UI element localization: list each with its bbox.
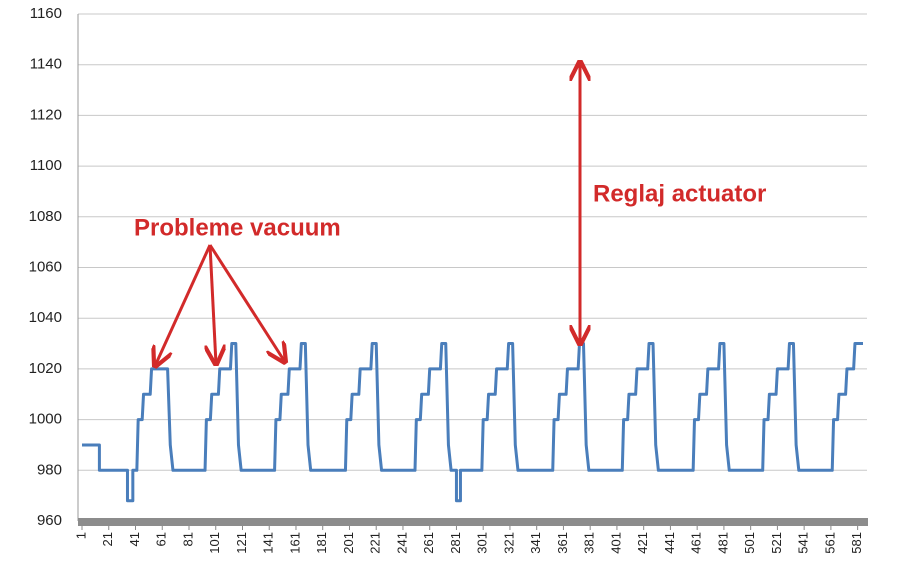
x-axis-band [78, 518, 868, 526]
x-tick-label: 501 [742, 532, 757, 554]
x-tick-label: 41 [127, 532, 142, 546]
x-tick-label: 101 [207, 532, 222, 554]
y-tick-label: 1120 [30, 106, 62, 123]
y-tick-label: 1020 [29, 360, 62, 377]
x-tick-label: 421 [635, 532, 650, 554]
x-tick-label: 141 [261, 532, 276, 554]
y-tick-label: 1080 [29, 208, 62, 225]
x-tick-label: 241 [394, 532, 409, 554]
y-tick-label: 1140 [30, 56, 62, 73]
x-tick-label: 441 [662, 532, 677, 554]
y-tick-label: 1100 [30, 157, 62, 174]
y-tick-label: 1000 [29, 411, 62, 428]
annotation: Reglaj actuator [593, 180, 766, 207]
x-tick-label: 541 [796, 532, 811, 554]
x-tick-label: 321 [501, 532, 516, 554]
x-tick-label: 301 [475, 532, 490, 554]
x-tick-label: 581 [849, 532, 864, 554]
x-tick-label: 481 [715, 532, 730, 554]
x-tick-label: 341 [528, 532, 543, 554]
x-tick-label: 261 [421, 532, 436, 554]
x-tick-label: 461 [689, 532, 704, 554]
x-tick-label: 1 [73, 532, 88, 539]
arrow [155, 244, 212, 366]
line-series [82, 342, 863, 503]
x-tick-label: 121 [234, 532, 249, 554]
y-tick-label: 1040 [29, 309, 62, 326]
y-tick-label: 960 [37, 512, 62, 529]
x-tick-label: 161 [287, 532, 302, 554]
x-tick-label: 361 [555, 532, 570, 554]
x-tick-label: 401 [608, 532, 623, 554]
x-tick-label: 21 [100, 532, 115, 546]
x-tick-label: 521 [769, 532, 784, 554]
annotation: Probleme vacuum [134, 214, 341, 241]
y-tick-label: 1160 [30, 5, 62, 22]
grid [78, 13, 867, 522]
x-tick-label: 281 [448, 532, 463, 554]
arrow [208, 244, 285, 362]
x-tick-label: 561 [822, 532, 837, 554]
arrow [210, 244, 216, 364]
x-tick-label: 381 [582, 532, 597, 554]
plot [82, 342, 863, 503]
x-tick-label: 201 [341, 532, 356, 554]
x-tick-label: 221 [368, 532, 383, 554]
x-tick-label: 81 [180, 532, 195, 546]
y-tick-label: 980 [37, 461, 62, 478]
annotation-arrows [155, 62, 580, 366]
x-tick-label: 181 [314, 532, 329, 554]
x-tick-label: 61 [154, 532, 169, 546]
y-tick-label: 1060 [29, 258, 62, 275]
